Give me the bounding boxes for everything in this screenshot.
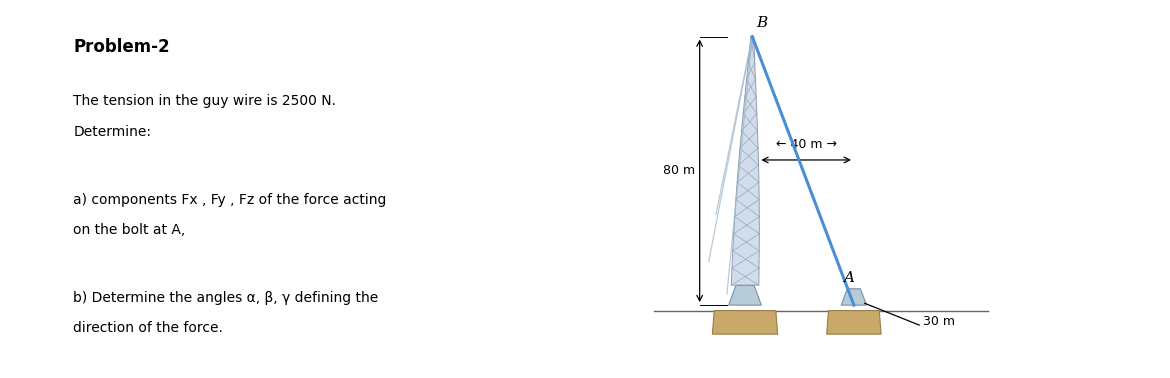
Polygon shape — [729, 285, 762, 305]
Polygon shape — [841, 289, 867, 305]
Text: Determine:: Determine: — [74, 125, 151, 139]
Text: 80 m: 80 m — [663, 164, 695, 177]
Text: a) components Fx , Fy , Fz of the force acting: a) components Fx , Fy , Fz of the force … — [74, 193, 386, 207]
Text: B: B — [757, 16, 768, 30]
Text: ← 40 m →: ← 40 m → — [776, 138, 837, 151]
Polygon shape — [713, 311, 778, 334]
Text: 30 m: 30 m — [923, 315, 955, 328]
Text: A: A — [842, 271, 854, 285]
Text: The tension in the guy wire is 2500 N.: The tension in the guy wire is 2500 N. — [74, 94, 336, 108]
Text: Problem-2: Problem-2 — [74, 38, 170, 56]
Polygon shape — [827, 311, 881, 334]
Text: on the bolt at A,: on the bolt at A, — [74, 223, 186, 237]
Text: direction of the force.: direction of the force. — [74, 321, 223, 335]
Polygon shape — [731, 37, 759, 285]
Text: b) Determine the angles α, β, γ defining the: b) Determine the angles α, β, γ defining… — [74, 291, 378, 305]
